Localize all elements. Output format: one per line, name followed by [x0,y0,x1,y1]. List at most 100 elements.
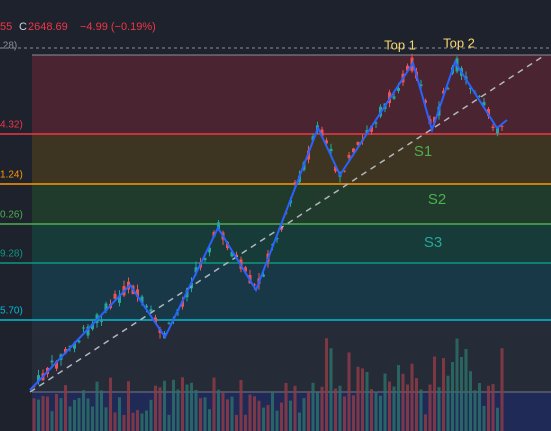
candle-body [140,296,144,303]
volume-bar [307,392,310,431]
volume-bar [347,352,351,431]
band-orange [32,134,551,184]
volume-bar [478,382,481,431]
candle-body [208,247,211,253]
band-teal [32,224,551,263]
trend-line [29,54,546,393]
volume-bar [194,389,198,431]
candle-body [406,65,409,71]
support-label: S3 [424,234,442,251]
volume-bar [455,338,459,431]
candle-body [77,340,81,343]
volume-bar [154,385,157,431]
volume-bar [140,413,144,431]
level-label: 5.70) [0,306,23,317]
volume-bar [257,400,261,431]
volume-bar [464,348,468,431]
volume-bar [248,394,252,431]
volume-bar [203,397,207,431]
volume-bar [100,390,103,431]
candle-body [203,257,207,261]
volume-bar [482,405,486,431]
volume-bar [104,407,108,431]
volume-bar [32,398,36,431]
candle-body [334,166,337,172]
candle-body [253,284,256,286]
volume-bar [487,385,490,431]
volume-bar [199,398,202,431]
candle-body [82,327,85,329]
volume-bar [118,397,121,431]
candle-body [424,100,427,103]
volume-bar [136,410,139,431]
volume-bar [446,375,450,431]
volume-bar [280,402,283,431]
candle-body [149,309,153,312]
change: −4.99 (−0.19%) [80,21,156,33]
candle-body [262,274,265,277]
candle-body [37,375,40,382]
volume-bar [41,396,45,431]
level-label: 0.26) [0,210,23,221]
volume-bar [190,382,193,431]
volume-bar [275,410,279,431]
volume-bar [428,384,432,431]
volume-bar [316,392,319,431]
volume-bar [221,392,225,431]
volume-bar [271,391,274,431]
volume-bar [127,381,130,431]
candle-body [482,102,486,106]
candle-body [365,130,369,134]
level-label: 4.32) [0,120,23,131]
volume-bar [64,385,67,431]
volume-bar [181,377,184,431]
volume-bar [383,373,387,431]
volume-bar [361,368,364,431]
volume-bar [410,363,414,431]
volume-bar [289,400,292,431]
volume-bar [284,382,288,431]
volume-bar [217,389,220,431]
volume-bar [392,386,396,431]
candle-body [217,222,220,230]
candle-body [244,267,247,272]
volume-bar [311,382,315,431]
volume-bar [158,387,162,431]
candle-body [230,251,234,257]
band-red [32,55,551,134]
candle-body [194,267,198,273]
volume-bar [73,399,76,431]
volume-bar [473,390,477,431]
volume-bar [131,412,135,431]
candle-body [118,295,121,303]
volume-bar [266,404,270,431]
volume-bar [230,396,234,431]
volume-bar [208,409,211,431]
volume-bar [149,399,153,431]
volume-bar [77,397,81,431]
candle-body [190,283,193,289]
volume-bar [334,388,337,431]
volume-bar [424,414,427,431]
candle-body [491,126,495,129]
band-green [32,184,551,224]
close-label: C [19,21,27,33]
candle-body [235,254,238,257]
candle-body [374,122,378,124]
volume-bar [244,414,247,431]
open-fragment: 55 [0,21,12,33]
volume-bar [86,398,90,431]
candle-body [329,148,333,152]
candle-body [68,345,72,347]
volume-bar [55,393,58,431]
volume-bar [235,414,238,431]
candle-body [320,129,324,137]
volume-bar [50,411,54,431]
volume-bar [419,389,423,431]
level-label: .28) [0,41,17,52]
candle-body [167,322,171,324]
candle-body [496,128,499,134]
volume-bar [163,380,166,431]
volume-bar [172,379,175,431]
